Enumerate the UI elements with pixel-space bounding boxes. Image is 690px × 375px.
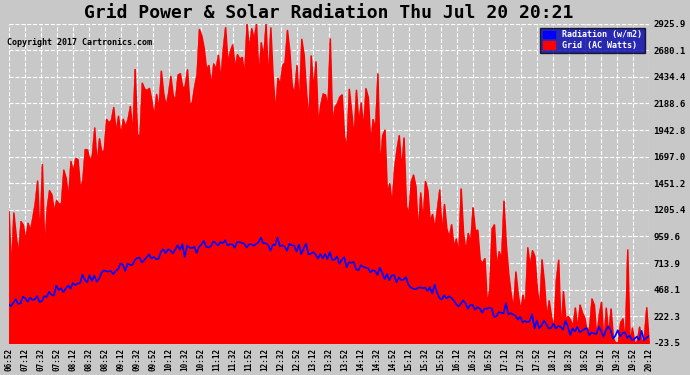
Text: Copyright 2017 Cartronics.com: Copyright 2017 Cartronics.com	[7, 38, 152, 47]
Legend: Radiation (w/m2), Grid (AC Watts): Radiation (w/m2), Grid (AC Watts)	[540, 28, 644, 53]
Title: Grid Power & Solar Radiation Thu Jul 20 20:21: Grid Power & Solar Radiation Thu Jul 20 …	[84, 4, 573, 22]
